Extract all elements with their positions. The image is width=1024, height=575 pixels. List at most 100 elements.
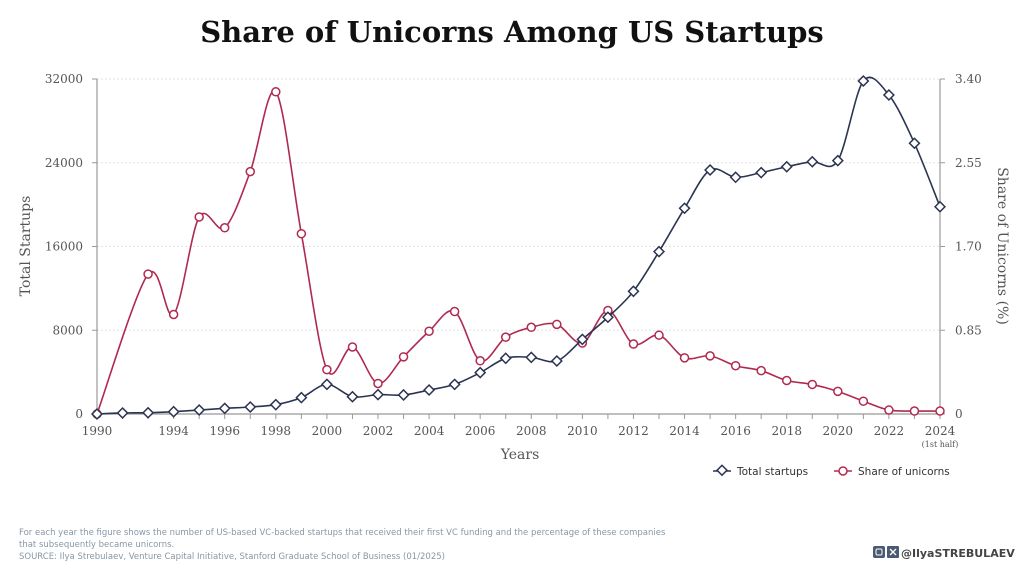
data-point[interactable] [729,171,742,184]
x-tick-note: (1st half) [922,440,959,449]
series-line [96,90,941,415]
data-point[interactable] [576,333,589,346]
legend-item-share-of-unicorns[interactable]: Share of unicorns [834,466,950,478]
data-point[interactable] [245,166,256,177]
data-point[interactable] [320,378,333,391]
data-point[interactable] [525,351,538,364]
data-point[interactable] [475,356,485,366]
data-point[interactable] [167,405,180,418]
data-point[interactable] [908,137,921,150]
left-tick-label: 8000 [52,323,83,337]
data-point[interactable] [552,319,562,330]
data-point[interactable] [627,285,640,298]
data-point[interactable] [857,74,870,87]
x-tick-labels: 1990 1994 1996 1998 2000 2002 2004 2006 2008 2010… [82,424,959,449]
data-point[interactable] [909,406,920,416]
data-point[interactable] [652,245,666,258]
chart-title: Share of Unicorns Among US Startups [200,15,824,49]
data-point[interactable] [142,406,155,419]
data-point[interactable] [219,223,230,233]
data-point[interactable] [806,155,819,168]
data-point[interactable] [322,364,332,375]
data-point[interactable] [397,388,410,401]
x-tick-label: 2024 [925,424,956,438]
x-tick-label: 2000 [312,424,343,438]
data-point[interactable] [295,391,308,404]
footnote-line-1: For each year the figure shows the numbe… [19,528,666,538]
left-tick-labels: 0 8000 16000 24000 32000 [45,72,83,421]
data-point[interactable] [423,384,436,397]
x-tick-label: 2006 [465,424,496,438]
data-point[interactable] [882,89,895,102]
data-point[interactable] [449,306,460,317]
legend-item-total-startups[interactable]: Total startups [713,464,808,478]
data-point[interactable] [780,160,793,173]
data-point[interactable] [398,352,409,362]
data-point[interactable] [833,386,843,397]
data-point[interactable] [474,366,487,379]
data-point[interactable] [448,378,461,391]
data-point[interactable] [244,400,257,413]
x-tick-label: 1996 [209,424,240,438]
data-point[interactable] [730,360,741,371]
data-point[interactable] [499,352,512,365]
footnote-line-2: that subsequently became unicorns. [19,540,174,550]
data-point[interactable] [935,406,945,416]
x-tick-label: 2022 [874,424,905,438]
data-point[interactable] [271,87,281,97]
data-point[interactable] [90,407,104,421]
legend-label: Total startups [736,466,808,478]
data-point[interactable] [807,379,818,390]
data-point[interactable] [678,202,691,215]
data-point[interactable] [858,396,869,406]
data-point[interactable] [371,388,385,401]
data-point[interactable] [526,322,537,333]
right-tick-labels: 0 0.85 1.70 2.55 3.40 [955,72,982,421]
data-point[interactable] [143,269,153,279]
data-point[interactable] [884,405,894,415]
data-point[interactable] [193,404,206,417]
x-tick-label: 2004 [414,424,445,438]
x-tick-label: 2008 [516,424,547,438]
data-point[interactable] [296,228,307,239]
data-point[interactable] [218,402,231,415]
data-point[interactable] [168,309,179,320]
data-point[interactable] [550,355,563,368]
data-point[interactable] [755,166,768,179]
left-axis-title: Total Startups [18,196,34,297]
data-point[interactable] [346,390,359,403]
right-tick-label: 2.55 [955,156,982,170]
x-tick-label: 2010 [567,424,598,438]
data-point[interactable] [933,200,947,213]
x-tick-label: 2020 [823,424,854,438]
data-point[interactable] [628,339,639,349]
left-tick-label: 16000 [45,240,83,254]
x-tick-label: 1990 [82,424,113,438]
data-point[interactable] [269,398,282,411]
diamond-marker-icon [715,464,729,477]
data-point[interactable] [781,375,792,386]
data-point[interactable] [679,353,690,363]
data-point[interactable] [424,326,434,336]
right-tick-label: 0 [955,407,963,421]
left-tick-label: 24000 [45,156,83,170]
data-point[interactable] [756,365,766,376]
series-share-of-unicorns [92,87,945,419]
series-layer [90,74,947,421]
axes [96,79,941,415]
legend-label: Share of unicorns [858,466,950,478]
right-tick-label: 3.40 [955,72,982,86]
data-point[interactable] [500,332,511,342]
data-point[interactable] [654,330,664,340]
data-point[interactable] [373,378,383,389]
data-point[interactable] [194,212,204,222]
data-point[interactable] [116,406,129,419]
source-note: SOURCE: Ilya Strebulaev, Venture Capital… [19,552,445,562]
social-handle[interactable]: @IlyaSTREBULAEV [873,546,1015,560]
data-point[interactable] [704,163,717,176]
data-point[interactable] [601,311,614,324]
data-point[interactable] [347,342,358,352]
data-point[interactable] [705,351,715,361]
data-point[interactable] [831,154,844,167]
